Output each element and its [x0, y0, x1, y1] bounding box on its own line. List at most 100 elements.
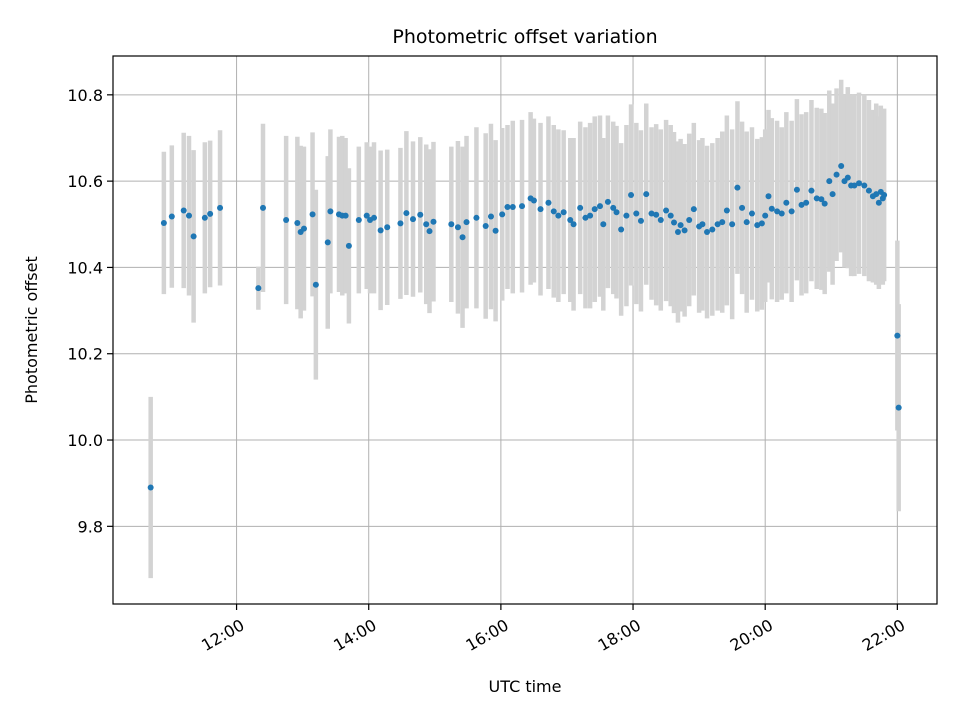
data-point [423, 221, 430, 228]
data-point [618, 226, 625, 233]
data-point [734, 184, 741, 191]
data-point [667, 212, 674, 219]
data-point [309, 211, 316, 218]
data-point [793, 186, 800, 193]
x-tick-label: 20:00 [727, 615, 776, 655]
data-point [499, 211, 506, 218]
data-point [537, 206, 544, 213]
chart-title: Photometric offset variation [392, 26, 657, 48]
data-point [384, 224, 391, 231]
data-point [355, 216, 362, 223]
data-point [739, 204, 746, 211]
data-point [397, 220, 404, 227]
data-point [699, 221, 706, 228]
data-point [628, 191, 635, 198]
data-point [748, 210, 755, 217]
data-point [813, 195, 820, 202]
data-point [674, 229, 681, 236]
plot-frame [112, 55, 938, 605]
x-tick-label: 16:00 [462, 615, 511, 655]
data-point [653, 211, 660, 218]
data-point [600, 221, 607, 228]
data-point [873, 191, 880, 198]
data-point [851, 182, 858, 189]
data-point [838, 163, 845, 170]
data-point [604, 198, 611, 205]
data-point [610, 204, 617, 211]
data-point [345, 242, 352, 249]
data-point [894, 332, 901, 339]
data-point [185, 212, 192, 219]
data-point [283, 216, 290, 223]
data-point [690, 206, 697, 213]
data-point [671, 219, 678, 226]
data-point [729, 221, 736, 228]
data-point [743, 219, 750, 226]
data-point [577, 204, 584, 211]
data-point [591, 206, 598, 213]
data-point [723, 207, 730, 214]
data-point [861, 182, 868, 189]
data-point [417, 211, 424, 218]
data-point [448, 221, 455, 228]
data-point [596, 203, 603, 210]
data-point [719, 219, 726, 226]
y-axis-label: Photometric offset [22, 256, 41, 404]
data-point [403, 210, 410, 217]
data-point [714, 221, 721, 228]
data-point [633, 210, 640, 217]
data-point [190, 233, 197, 240]
data-point [704, 229, 711, 236]
y-tick-label: 10.2 [67, 345, 103, 364]
data-point [826, 178, 833, 185]
data-point [875, 199, 882, 206]
data-point [147, 484, 154, 491]
data-point [545, 199, 552, 206]
data-point [560, 209, 567, 216]
data-point [613, 209, 620, 216]
data-point [473, 214, 480, 221]
data-point [587, 212, 594, 219]
y-tick-label: 10.6 [67, 172, 103, 191]
data-point [555, 212, 562, 219]
y-tick-label: 10.8 [67, 86, 103, 105]
data-point [327, 208, 334, 215]
data-point [856, 180, 863, 187]
x-tick-label: 14:00 [330, 615, 379, 655]
data-point [762, 212, 769, 219]
data-point [778, 210, 785, 217]
data-point [582, 214, 589, 221]
data-point [881, 191, 888, 198]
data-point [648, 210, 655, 217]
data-point [160, 219, 167, 226]
data-point [833, 171, 840, 178]
data-point [798, 201, 805, 208]
data-point [765, 193, 772, 200]
data-point [686, 216, 693, 223]
data-point [255, 285, 262, 292]
data-point [865, 187, 872, 194]
data-point [844, 174, 851, 181]
data-point [259, 204, 266, 211]
data-point [663, 207, 670, 214]
data-point [342, 212, 349, 219]
data-point [217, 204, 224, 211]
data-point [487, 213, 494, 220]
data-point [681, 227, 688, 234]
x-axis-ticks: 12:00 14:00 16:00 18:00 20:00 22:00 [198, 604, 908, 655]
data-point [677, 222, 684, 229]
x-tick-label: 18:00 [595, 615, 644, 655]
data-point [180, 207, 187, 214]
data-point [754, 222, 761, 229]
data-point [300, 225, 307, 232]
data-point [768, 205, 775, 212]
data-point [829, 191, 836, 198]
data-point [783, 199, 790, 206]
data-point [821, 200, 828, 207]
data-point [430, 218, 437, 225]
data-point [363, 212, 370, 219]
data-point [324, 239, 331, 246]
data-point [709, 226, 716, 233]
data-point [294, 219, 301, 226]
